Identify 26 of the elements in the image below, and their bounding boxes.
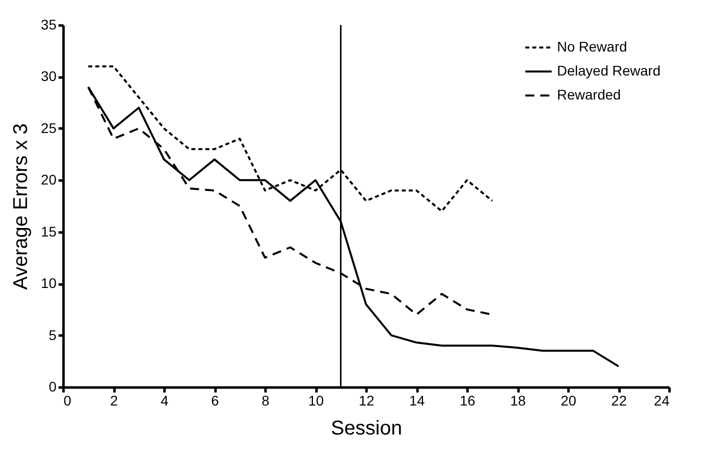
x-axis-title: Session (330, 418, 402, 440)
x-tick-label: 4 (160, 392, 169, 408)
x-tick-label: 20 (560, 392, 576, 408)
x-tick-label: 2 (110, 392, 118, 408)
x-tick-label: 8 (262, 392, 270, 408)
y-tick-label: 10 (40, 275, 57, 292)
y-tick-label: 20 (40, 172, 57, 188)
y-tick-label: 30 (40, 68, 57, 84)
x-tick-label: 12 (358, 392, 374, 408)
x-tick-label: 6 (211, 392, 220, 408)
y-tick-label: 35 (40, 16, 57, 32)
y-tick-label: 0 (48, 378, 57, 394)
x-tick-label: 0 (64, 392, 72, 408)
x-tick-label: 16 (460, 392, 476, 408)
x-tick-label: 10 (308, 392, 324, 408)
y-tick-label: 15 (40, 223, 57, 240)
x-tick-label: 24 (654, 392, 670, 408)
legend-label: Rewarded (557, 86, 621, 102)
y-axis-title: Average Errors x 3 (10, 123, 32, 290)
legend-label: Delayed Reward (557, 62, 660, 78)
y-tick-label: 25 (40, 120, 57, 136)
y-tick-label: 5 (48, 326, 57, 343)
x-tick-label: 14 (409, 392, 425, 408)
x-tick-label: 18 (510, 392, 526, 408)
legend-label: No Reward (557, 38, 628, 54)
x-tick-label: 22 (611, 392, 627, 408)
